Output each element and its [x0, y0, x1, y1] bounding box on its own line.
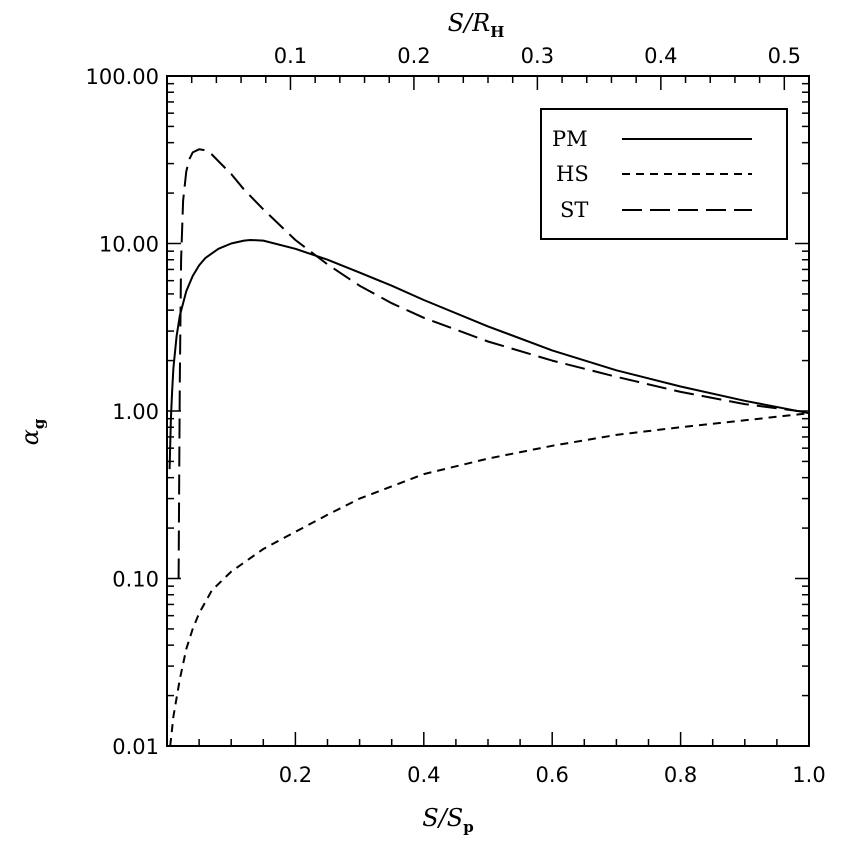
y-tick-label: 0.01 — [112, 735, 159, 759]
series-hs-line — [169, 412, 810, 747]
x-tick-label: 0.6 — [535, 763, 568, 787]
legend-label-hs: HS — [556, 162, 589, 186]
top-tick-label: 0.3 — [521, 44, 554, 68]
legend-label-st: ST — [560, 198, 588, 222]
top-axis-title-sub: H — [490, 23, 504, 41]
y-tick-label: 1.00 — [112, 400, 159, 424]
legend: PM HS ST — [540, 108, 788, 240]
curves-layer — [168, 148, 810, 747]
x-axis-title-sub: p — [463, 818, 474, 836]
top-tick-label: 0.1 — [274, 44, 307, 68]
labels-layer: 0.2 0.4 0.6 0.8 1.0 0.1 0.2 0.3 0.4 0.5 0.01 0.10 1.… — [86, 44, 826, 787]
x-tick-label: 1.0 — [792, 763, 825, 787]
y-axis-title: αg — [16, 418, 48, 445]
top-tick-label: 0.5 — [768, 44, 801, 68]
ticks-layer — [167, 76, 810, 747]
series-pm-line — [168, 239, 810, 470]
plot-frame — [166, 75, 810, 747]
x-axis-title: S/Sp — [422, 804, 473, 836]
y-tick-label: 0.10 — [112, 568, 159, 592]
y-axis-title-sub: g — [30, 418, 48, 429]
y-axis-title-main: α — [16, 429, 44, 445]
top-tick-label: 0.4 — [644, 44, 677, 68]
x-tick-label: 0.2 — [279, 763, 312, 787]
y-tick-label: 100.00 — [86, 65, 159, 89]
top-tick-label: 0.2 — [397, 44, 430, 68]
series-st-line — [177, 148, 810, 579]
x-axis-title-main: S/S — [422, 804, 463, 832]
legend-label-pm: PM — [552, 127, 588, 151]
x-tick-label: 0.8 — [664, 763, 697, 787]
top-axis-title: S/RH — [448, 9, 505, 41]
y-tick-label: 10.00 — [99, 233, 159, 257]
x-tick-label: 0.4 — [407, 763, 440, 787]
top-axis-title-main: S/R — [448, 9, 491, 37]
